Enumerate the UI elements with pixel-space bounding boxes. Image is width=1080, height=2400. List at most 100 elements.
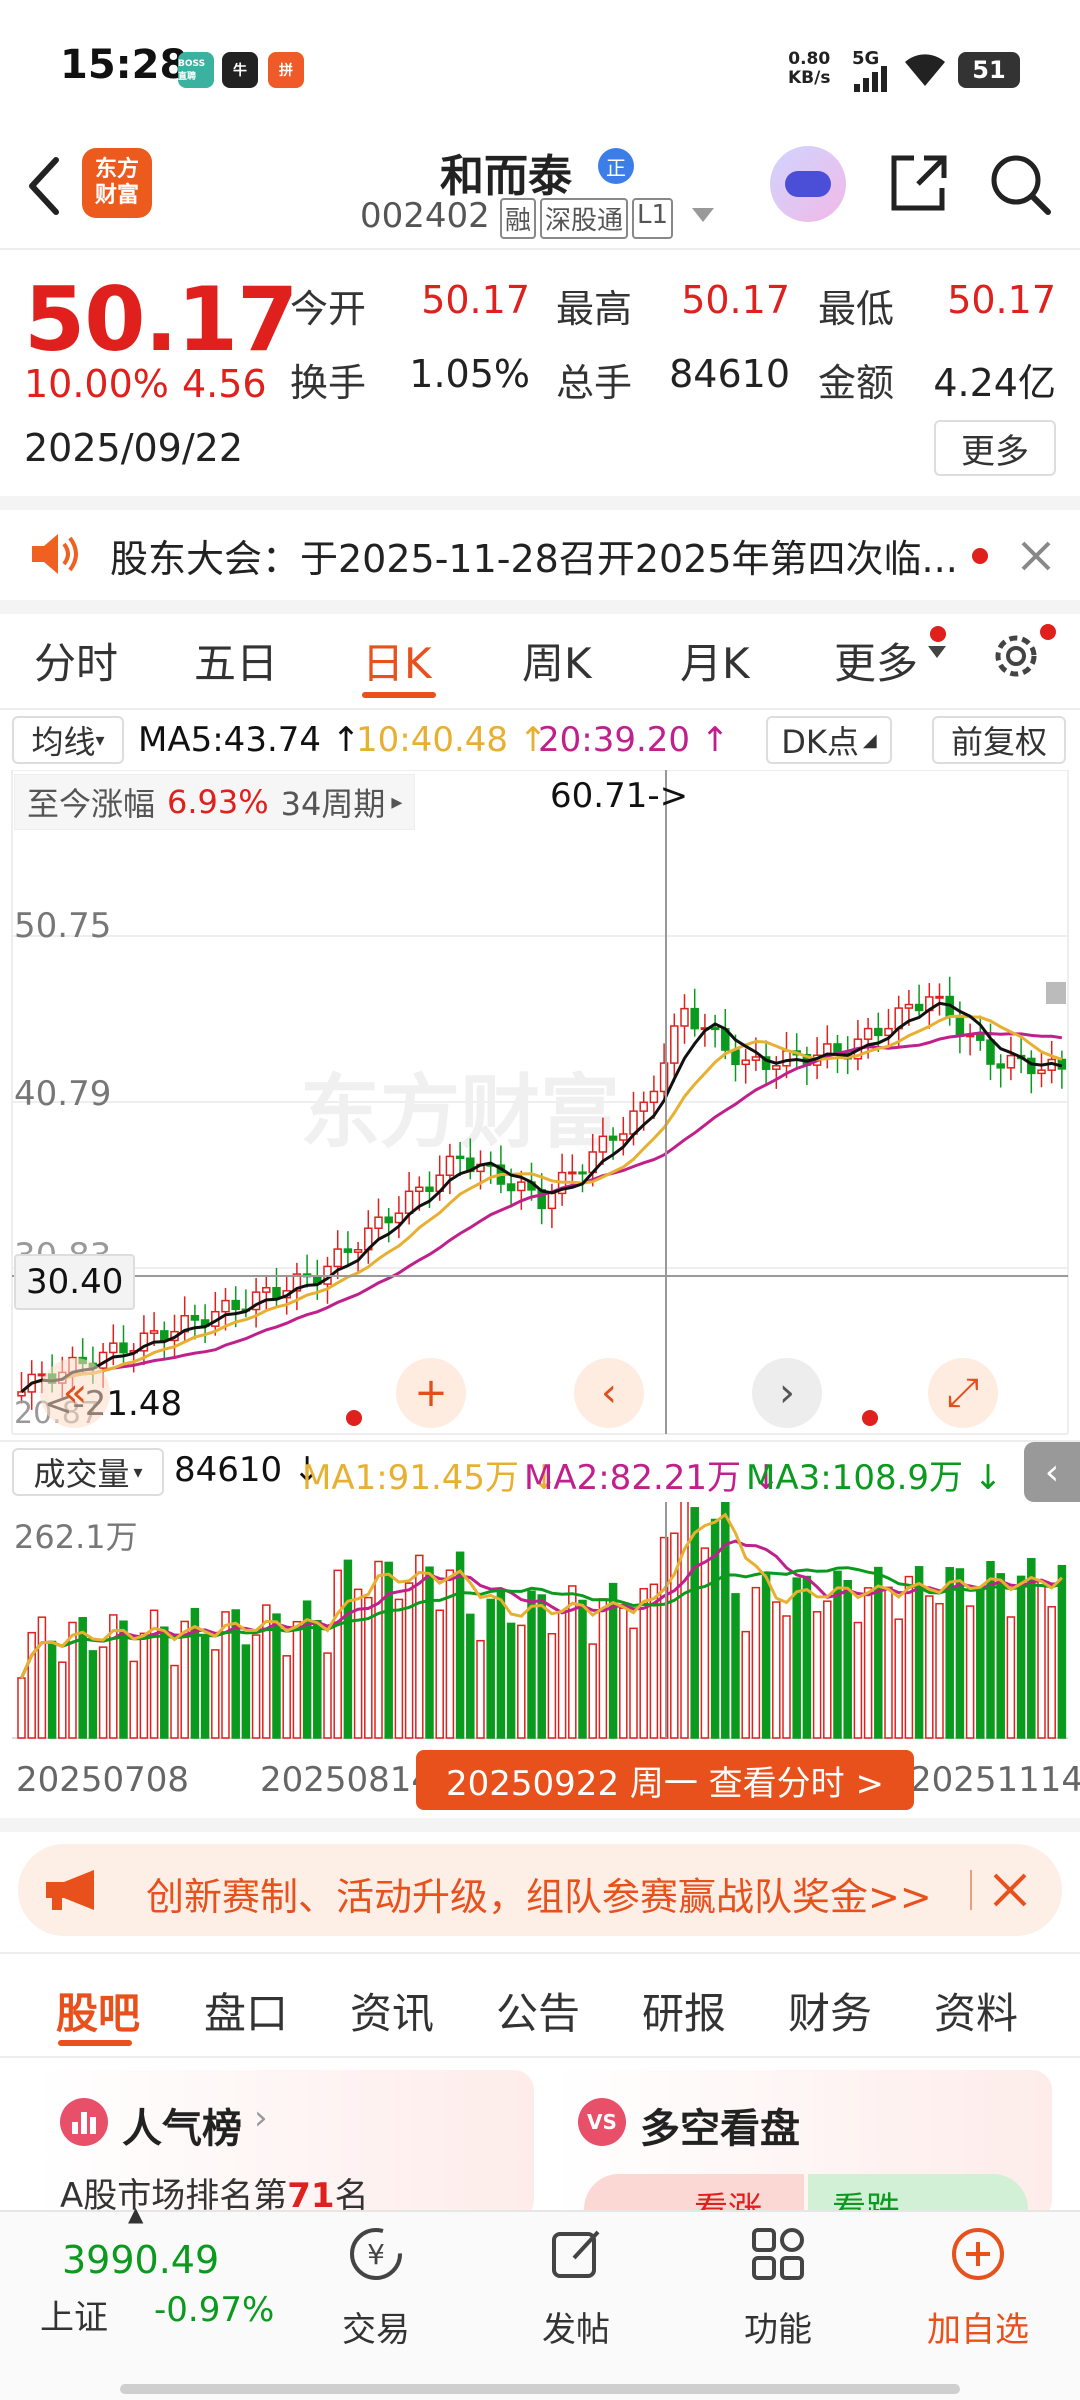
open-value: 50.17 [421, 278, 530, 322]
candle-body [292, 1273, 302, 1292]
status-bar: 15:28 BOSS直聘 牛 拼 0.80 KB/s 5G 51 [0, 0, 1080, 140]
notice-unread-dot [972, 548, 988, 564]
tab-daily-k[interactable]: 日K [362, 639, 432, 688]
nav-functions[interactable]: 功能 [688, 2216, 868, 2366]
tab-research[interactable]: 研报 [642, 1989, 727, 2038]
tab-monthly-k[interactable]: 月K [680, 639, 750, 688]
volume-bar [853, 1621, 863, 1739]
candle-body [731, 1049, 740, 1066]
candle-body [782, 1050, 791, 1067]
tab-news[interactable]: 资讯 [350, 1989, 435, 2038]
tab-forum[interactable]: 股吧 [56, 1989, 141, 2038]
candle-body [619, 1133, 628, 1141]
volume-bar [180, 1620, 189, 1739]
tab-order-book[interactable]: 盘口 [204, 1989, 289, 2038]
candle-body [17, 1391, 26, 1397]
volume-current: 84610 ↓ [174, 1450, 322, 1490]
volume-bar [721, 1502, 730, 1739]
volume-chart[interactable] [0, 1502, 1080, 1746]
popularity-title: 人气榜 [122, 2106, 242, 2152]
y-label-upper: 50.75 [14, 906, 112, 946]
gesture-bar [120, 2384, 960, 2394]
kline-chart[interactable]: 东方财富 [0, 770, 1080, 1440]
volume-bar [445, 1569, 455, 1739]
gear-icon[interactable] [988, 628, 1044, 684]
volume-bar [761, 1574, 771, 1739]
candle-body [874, 1027, 883, 1037]
zoom-in-button[interactable]: + [396, 1358, 466, 1428]
scroll-left-fast-button[interactable]: « [40, 1358, 110, 1428]
volume-bar [435, 1609, 444, 1739]
volume-bar [282, 1655, 291, 1739]
volume-bar [425, 1566, 434, 1739]
divider [970, 1870, 972, 1910]
volume-bar [904, 1575, 914, 1739]
scroll-left-button[interactable]: ‹ [574, 1358, 644, 1428]
dropdown-triangle-icon[interactable] [692, 208, 714, 224]
tab-profile[interactable]: 资料 [934, 1989, 1019, 2038]
candle-body [996, 1063, 1005, 1069]
candle-body [1006, 1054, 1016, 1069]
volume-bar [476, 1639, 485, 1739]
close-icon[interactable] [1020, 540, 1052, 572]
search-icon[interactable] [986, 150, 1054, 218]
volume-ma2: MA2:82.21万 ↓ [524, 1458, 781, 1498]
volume-bar [292, 1620, 302, 1739]
price-adjust-button[interactable]: 前复权 [932, 716, 1066, 764]
nav-add-watchlist[interactable]: 加自选 [888, 2216, 1068, 2366]
promo-banner[interactable]: 创新赛制、活动升级，组队参赛赢战队奖金>> [18, 1844, 1062, 1936]
volume-bar [965, 1605, 975, 1739]
volume-bar [231, 1609, 240, 1739]
stock-header: 东方 财富 和而泰 正 002402 融 深股通 L1 [0, 140, 1080, 248]
candle-body [415, 1186, 424, 1193]
candle-body [517, 1181, 526, 1192]
share-icon[interactable] [884, 150, 952, 218]
index-value[interactable]: 3990.49 [62, 2238, 220, 2282]
volume-bar [578, 1599, 587, 1739]
volume-bar [323, 1652, 332, 1739]
candle-body [914, 1003, 924, 1012]
volume-bar [843, 1579, 852, 1739]
ma-selector[interactable]: 均线 ▾ [12, 716, 124, 764]
tab-five-day[interactable]: 五日 [194, 639, 279, 688]
divider [0, 1818, 1080, 1832]
more-quote-button[interactable]: 更多 [934, 420, 1056, 476]
plus-circle-icon [952, 2228, 1004, 2280]
volume-bar [659, 1536, 669, 1739]
tab-financials[interactable]: 财务 [788, 1989, 873, 2038]
period-change-box[interactable]: 至今涨幅 6.93% 34周期 ▸ [14, 774, 416, 830]
app-logo[interactable]: 东方 财富 [82, 148, 152, 218]
volume-bar [894, 1618, 903, 1739]
chevron-down-icon [928, 646, 946, 658]
tab-more[interactable]: 更多 [834, 639, 919, 688]
volume-bar [802, 1575, 812, 1739]
dk-point-button[interactable]: DK点 ◢ [766, 716, 892, 764]
bull-bear-card[interactable]: VS 多空看盘 看涨 看跌 [554, 2070, 1052, 2220]
notice-bar[interactable]: 股东大会：于2025-11-28召开2025年第四次临... [0, 510, 1080, 600]
ai-assistant-icon[interactable] [770, 146, 846, 222]
fullscreen-button[interactable]: ⤢ [928, 1358, 998, 1428]
volume-bar [710, 1518, 720, 1739]
divider [0, 1440, 1080, 1442]
nav-trade[interactable]: ¥ 交易 [286, 2216, 466, 2366]
stock-tags: 融 深股通 L1 [500, 198, 674, 239]
volume-bar [78, 1617, 87, 1739]
tab-weekly-k[interactable]: 周K [522, 639, 592, 688]
back-arrow-icon[interactable] [24, 154, 64, 218]
volume-ma3: MA3:108.9万 ↓ [746, 1458, 1003, 1498]
view-intraday-button[interactable]: 20250922 周一 查看分时 > [416, 1750, 914, 1810]
nav-post[interactable]: 发帖 [486, 2216, 666, 2366]
ma10-line [20, 1014, 1063, 1394]
tab-intraday[interactable]: 分时 [34, 639, 119, 688]
volume-bar [823, 1600, 832, 1739]
candle-body [343, 1248, 353, 1253]
close-icon[interactable] [992, 1872, 1028, 1908]
volume-selector[interactable]: 成交量 ▾ [12, 1448, 164, 1496]
candle-body [649, 1090, 659, 1104]
scroll-right-button[interactable]: › [752, 1358, 822, 1428]
volume-bar [496, 1591, 506, 1739]
collapse-panel-button[interactable]: ‹ [1024, 1442, 1080, 1502]
popularity-card[interactable]: 人气榜 › A股市场排名第71名 [36, 2070, 534, 2220]
more-unread-dot [930, 626, 946, 642]
tab-announcements[interactable]: 公告 [496, 1989, 581, 2038]
